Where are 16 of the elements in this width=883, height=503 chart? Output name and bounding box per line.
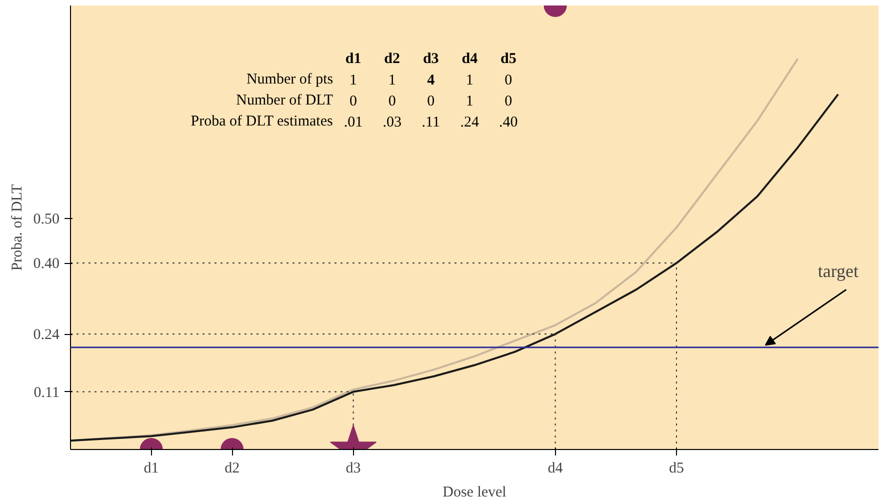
text: Proba of DLT estimates .01 .03 .11 .24 .40 — [190, 113, 518, 130]
y-tick-label: 0.11 — [34, 384, 60, 401]
y-tick-label: 0.24 — [33, 327, 60, 344]
text: Number of DLT 0 0 0 1 0 — [236, 92, 512, 110]
x-tick-label: d1 — [144, 460, 159, 476]
x-tick-label: d5 — [669, 460, 684, 476]
x-tick-label: d2 — [224, 460, 240, 476]
x-axis-title: Dose level — [442, 484, 506, 500]
text: Number of pts 1 1 4 1 0 — [246, 72, 512, 89]
text: d1 d2 d3 d4 d5 — [345, 50, 516, 67]
x-tick-label: d3 — [346, 460, 361, 476]
y-tick-label: 0.40 — [33, 256, 60, 272]
ref-line-label: target — [818, 260, 859, 281]
y-axis-title: Proba. of DLT — [9, 184, 26, 271]
y-tick-label: 0.50 — [33, 212, 60, 228]
x-tick-label: d4 — [548, 460, 564, 476]
